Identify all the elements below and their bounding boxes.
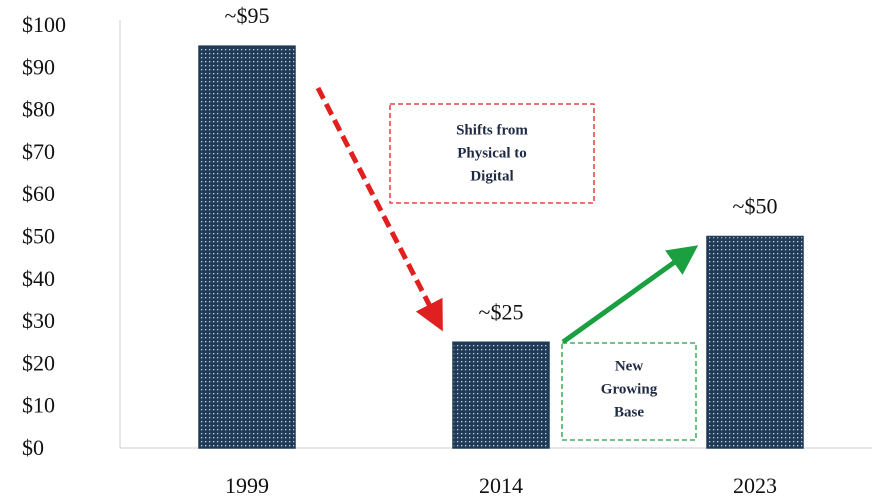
y-tick-label: $0 bbox=[22, 435, 44, 460]
y-tick-label: $20 bbox=[22, 350, 55, 375]
annotation-text: Growing bbox=[601, 381, 658, 397]
bar bbox=[198, 45, 296, 449]
y-tick-label: $70 bbox=[22, 139, 55, 164]
value-label: ~$95 bbox=[225, 3, 270, 28]
bar bbox=[706, 235, 804, 449]
y-tick-label: $40 bbox=[22, 266, 55, 291]
value-label: ~$25 bbox=[479, 299, 524, 324]
y-tick-label: $90 bbox=[22, 54, 55, 79]
annotation-text: Digital bbox=[470, 168, 513, 184]
y-tick-label: $60 bbox=[22, 181, 55, 206]
x-tick-label: 2023 bbox=[733, 473, 777, 498]
y-tick-label: $50 bbox=[22, 224, 55, 249]
annotation-text: Physical to bbox=[457, 145, 527, 161]
annotation-text: New bbox=[615, 358, 643, 374]
annotation-box bbox=[389, 103, 595, 204]
x-tick-label: 2014 bbox=[479, 473, 523, 498]
y-tick-label: $10 bbox=[22, 393, 55, 418]
bar bbox=[452, 341, 550, 449]
value-label: ~$50 bbox=[733, 194, 778, 219]
y-tick-label: $100 bbox=[22, 12, 66, 37]
x-tick-label: 1999 bbox=[225, 473, 269, 498]
y-tick-label: $80 bbox=[22, 97, 55, 122]
annotation-text: Base bbox=[614, 404, 644, 420]
arrow-down bbox=[315, 86, 443, 332]
annotation-text: Shifts from bbox=[456, 122, 528, 138]
arrow-up bbox=[561, 245, 699, 345]
y-tick-label: $30 bbox=[22, 308, 55, 333]
annotation-box bbox=[561, 342, 697, 441]
